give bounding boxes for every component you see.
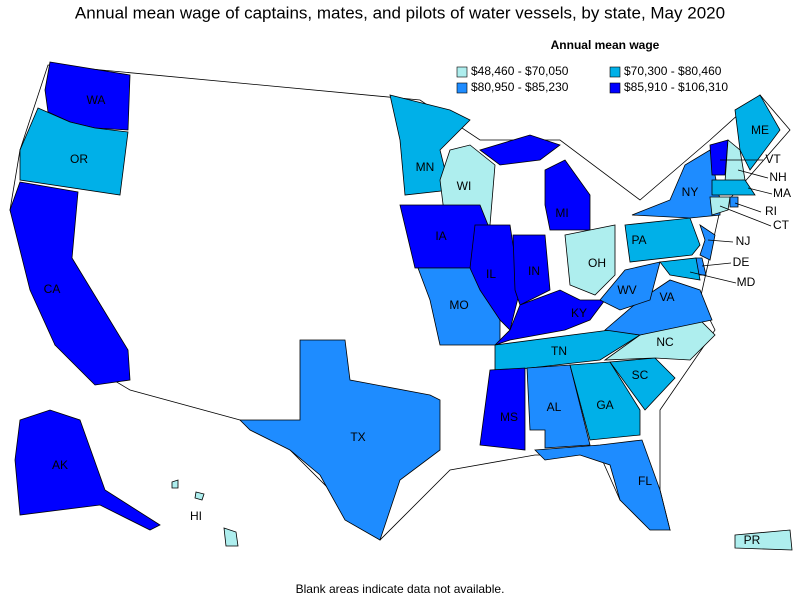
state-label: GA: [596, 398, 613, 412]
state-label: TN: [551, 344, 567, 358]
state: [534, 439, 671, 531]
state-label: IA: [435, 229, 446, 243]
state-label: MN: [416, 160, 435, 174]
state-label: CT: [773, 218, 790, 232]
state: [469, 224, 521, 331]
state-label: SC: [632, 368, 649, 382]
state: [609, 357, 676, 411]
state: [479, 134, 561, 166]
state-label: RI: [765, 204, 777, 218]
state-label: MI: [555, 206, 568, 220]
state: [171, 479, 179, 489]
state: [14, 409, 161, 531]
state-label: VT: [765, 152, 781, 166]
state-label: IN: [528, 264, 540, 278]
state: [494, 289, 606, 346]
map-title: Annual mean wage of captains, mates, and…: [75, 3, 725, 22]
leader-line: [734, 202, 762, 213]
state: [734, 94, 781, 171]
leader-line: [719, 205, 772, 227]
legend-swatch: [456, 82, 468, 94]
state-label: VA: [659, 290, 674, 304]
state: [599, 261, 661, 311]
state: [624, 217, 701, 263]
state-label: KY: [571, 306, 587, 320]
state-label: AK: [52, 458, 68, 472]
state-label: NY: [682, 185, 699, 199]
state-label: NJ: [736, 234, 751, 248]
state-label: WV: [617, 283, 636, 297]
state: [194, 491, 205, 501]
state: [19, 107, 129, 196]
state-label: MD: [737, 275, 756, 289]
state-label: DE: [733, 255, 750, 269]
state-label: NH: [769, 170, 786, 184]
state-labels: WA OR CA AK HI TX MN WI IA MO IL MI IN OH KY TN MS AL GA FL…: [44, 93, 791, 547]
state: [494, 329, 642, 373]
state: [729, 196, 739, 208]
state-label: TX: [350, 430, 365, 444]
leader-line: [737, 169, 769, 179]
state-label: MO: [449, 298, 468, 312]
state: [564, 224, 616, 296]
state: [699, 224, 716, 261]
leader-line: [689, 271, 737, 284]
leader-line: [707, 239, 734, 243]
legend-swatch: [456, 66, 468, 78]
state-label: PR: [744, 533, 761, 547]
footnote: Blank areas indicate data not available.: [296, 582, 505, 596]
state-label: FL: [638, 474, 652, 488]
legend-label: $70,300 - $80,460: [624, 64, 722, 78]
state: [9, 181, 131, 386]
state-label: IL: [486, 267, 496, 281]
state-label: CA: [44, 282, 61, 296]
legend-label: $80,950 - $85,230: [471, 80, 569, 94]
leader-line: [701, 262, 732, 267]
state: [512, 234, 551, 306]
state-label: WI: [457, 179, 472, 193]
legend-swatch: [609, 66, 621, 78]
legend-swatch: [609, 82, 621, 94]
state-label: OH: [588, 256, 606, 270]
state-label: NC: [656, 335, 674, 349]
state: [711, 179, 756, 196]
state-label: AL: [547, 400, 562, 414]
state-label: WA: [87, 93, 106, 107]
state-label: MA: [773, 186, 791, 200]
state: [239, 339, 441, 541]
legend-label: $85,910 - $106,310: [624, 80, 728, 94]
leader-line: [747, 187, 773, 195]
state-label: PA: [631, 233, 646, 247]
state: [569, 361, 641, 441]
state: [734, 529, 793, 551]
state: [223, 527, 239, 547]
state-label: ME: [751, 123, 769, 137]
states: [9, 61, 793, 551]
state-label: MS: [500, 410, 518, 424]
state: [659, 257, 701, 281]
state-label: HI: [190, 509, 202, 523]
legend-title: Annual mean wage: [551, 38, 660, 52]
legend-label: $48,460 - $70,050: [471, 64, 569, 78]
state-label: OR: [70, 152, 88, 166]
state: [709, 139, 729, 176]
state: [479, 367, 526, 451]
